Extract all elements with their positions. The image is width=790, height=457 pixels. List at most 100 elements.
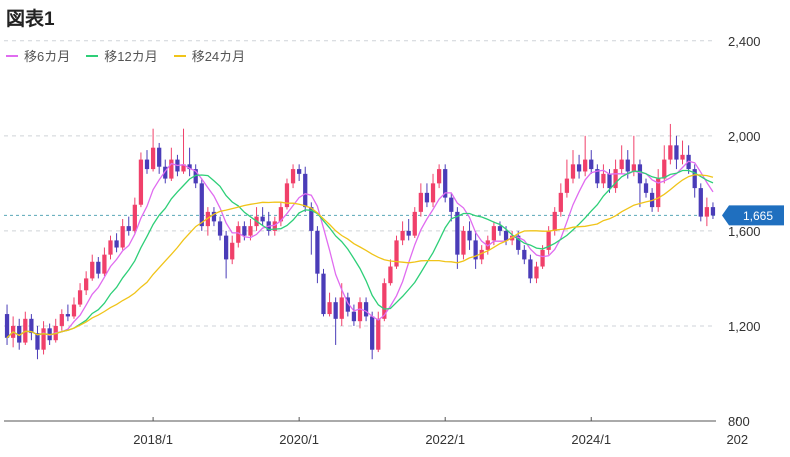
- candle-body-40: [248, 226, 253, 236]
- candle-body-104: [637, 164, 643, 184]
- candle-body-23: [144, 159, 150, 170]
- candle-body-89: [546, 230, 551, 250]
- candle-90: [552, 207, 557, 236]
- candle-75: [461, 226, 466, 260]
- candle-40: [248, 219, 253, 241]
- legend-item-ma12[interactable]: 移12カ月: [86, 46, 158, 65]
- candle-57: [351, 304, 357, 326]
- candle-body-95: [583, 159, 588, 172]
- candle-94: [576, 154, 582, 179]
- candle-body-116: [710, 207, 716, 216]
- legend-swatch-ma6: [6, 54, 18, 57]
- candle-60: [370, 311, 375, 360]
- candle-body-57: [351, 311, 357, 322]
- candle-body-107: [656, 178, 661, 208]
- candle-98: [601, 164, 606, 189]
- candle-5: [35, 325, 40, 360]
- candle-body-111: [680, 154, 685, 160]
- candle-body-6: [41, 328, 46, 350]
- candle-96: [589, 150, 594, 174]
- candle-body-4: [29, 318, 34, 334]
- candle-body-27: [169, 159, 174, 179]
- candle-38: [236, 221, 241, 248]
- candle-49: [303, 166, 308, 212]
- candle-body-32: [199, 183, 204, 227]
- candle-86: [528, 254, 533, 284]
- candle-15: [96, 257, 101, 279]
- candle-body-71: [436, 169, 442, 184]
- candle-14: [90, 254, 95, 281]
- candle-54: [333, 297, 338, 345]
- candle-body-2: [17, 325, 22, 343]
- candle-body-69: [424, 192, 430, 203]
- x-tick-label-0: 2018/1: [133, 432, 173, 447]
- candle-body-91: [558, 192, 563, 212]
- candle-body-100: [613, 169, 618, 189]
- candle-64: [394, 235, 399, 269]
- candle-body-20: [126, 226, 131, 231]
- candle-body-39: [242, 226, 247, 236]
- candle-100: [613, 159, 618, 193]
- candle-71: [436, 164, 442, 189]
- candle-body-10: [65, 314, 71, 317]
- candle-body-73: [449, 197, 454, 212]
- candle-body-75: [461, 230, 466, 255]
- candle-body-0: [4, 314, 10, 338]
- candle-body-78: [479, 249, 484, 260]
- candle-13: [84, 271, 89, 296]
- candle-body-22: [138, 159, 144, 205]
- candle-body-96: [589, 159, 594, 170]
- candle-body-49: [303, 173, 308, 208]
- legend-item-ma6[interactable]: 移6カ月: [6, 46, 70, 65]
- candle-body-5: [35, 333, 40, 350]
- candle-18: [114, 233, 119, 253]
- candle-9: [59, 309, 64, 331]
- candles: [4, 123, 716, 360]
- candle-body-81: [497, 226, 503, 231]
- candle-22: [138, 152, 144, 208]
- candle-51: [315, 226, 320, 284]
- candle-67: [412, 207, 417, 239]
- candle-body-88: [540, 249, 545, 267]
- candle-23: [144, 150, 150, 174]
- candle-body-18: [114, 240, 119, 248]
- y-tick-label-1600: 1,600: [728, 224, 761, 239]
- candle-47: [290, 164, 296, 189]
- candle-body-17: [108, 240, 113, 255]
- moving-averages: [6, 160, 714, 339]
- candle-body-102: [625, 159, 630, 172]
- candle-body-94: [576, 164, 582, 172]
- y-tick-label-1200: 1,200: [728, 319, 761, 334]
- candle-10: [65, 304, 71, 322]
- y-tick-label-2000: 2,000: [728, 129, 761, 144]
- candle-95: [583, 135, 588, 177]
- candle-97: [595, 164, 600, 189]
- candle-body-56: [345, 297, 350, 312]
- candle-103: [631, 135, 636, 177]
- candle-29: [181, 128, 186, 174]
- candle-19: [120, 219, 125, 250]
- candle-101: [619, 145, 624, 174]
- candle-66: [406, 219, 411, 241]
- legend-item-ma24[interactable]: 移24カ月: [173, 46, 245, 65]
- candle-11: [71, 297, 77, 319]
- candle-body-87: [534, 266, 539, 279]
- candle-48: [297, 164, 302, 181]
- candle-body-60: [370, 316, 375, 350]
- candle-81: [497, 221, 503, 236]
- candle-body-113: [692, 169, 697, 189]
- candle-body-70: [430, 183, 436, 203]
- candle-body-105: [643, 183, 649, 193]
- candle-3: [23, 311, 28, 345]
- ma-line-24: [6, 174, 714, 339]
- candle-50: [309, 202, 314, 255]
- candle-body-74: [455, 211, 460, 255]
- candle-body-50: [309, 207, 314, 231]
- candle-body-61: [376, 318, 381, 350]
- candle-body-92: [564, 178, 570, 193]
- candle-63: [388, 259, 393, 286]
- candle-body-19: [120, 226, 125, 248]
- candle-53: [327, 292, 332, 317]
- candle-body-48: [297, 169, 302, 174]
